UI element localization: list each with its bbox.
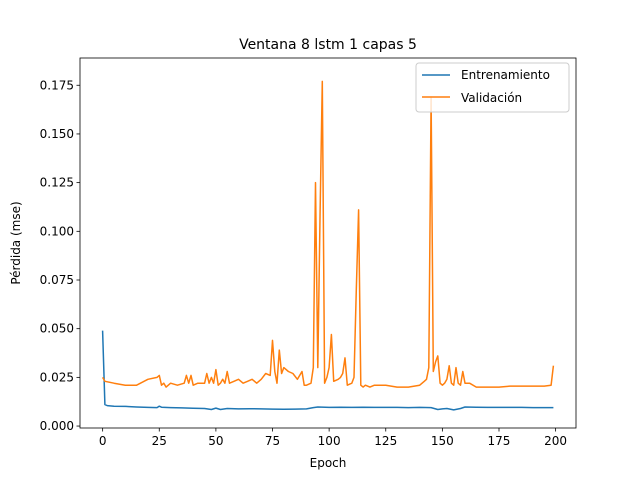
chart-title: Ventana 8 lstm 1 capas 5: [239, 37, 417, 53]
y-tick-label: 0.100: [40, 224, 74, 238]
series-line-validacion: [101, 80, 555, 388]
x-tick-label: 75: [265, 434, 280, 448]
legend-box: [415, 62, 570, 113]
x-tick-label: 175: [488, 434, 511, 448]
y-tick-label: 0.050: [40, 322, 74, 336]
x-tick-label: 100: [318, 434, 341, 448]
y-tick-label: 0.025: [40, 370, 74, 384]
y-tick-label: 0.000: [40, 419, 74, 433]
x-tick-label: 0: [99, 434, 107, 448]
plot-area: [101, 80, 555, 411]
legend: Entrenamiento Validación: [415, 62, 570, 113]
y-tick-label: 0.075: [40, 273, 74, 287]
x-axis-title: Epoch: [310, 456, 347, 470]
y-tick-label: 0.125: [40, 176, 74, 190]
series-line-entrenamiento: [101, 330, 554, 411]
x-tick-label: 125: [374, 434, 397, 448]
legend-label-validacion: Validación: [461, 91, 522, 105]
legend-label-entrenamiento: Entrenamiento: [461, 68, 550, 82]
y-tick-label: 0.175: [40, 78, 74, 92]
x-tick-label: 200: [544, 434, 567, 448]
x-tick-label: 150: [431, 434, 454, 448]
axes-frame: [79, 57, 577, 429]
x-axis-ticks: 0 25 50 75 100 125 150 175 200: [99, 428, 567, 448]
x-tick-label: 50: [208, 434, 223, 448]
y-axis-ticks: 0.000 0.025 0.050 0.075 0.100 0.125 0.150 0.175: [40, 78, 80, 433]
y-tick-label: 0.150: [40, 127, 74, 141]
y-axis-title: Pérdida (mse): [9, 201, 23, 284]
x-tick-label: 25: [152, 434, 167, 448]
